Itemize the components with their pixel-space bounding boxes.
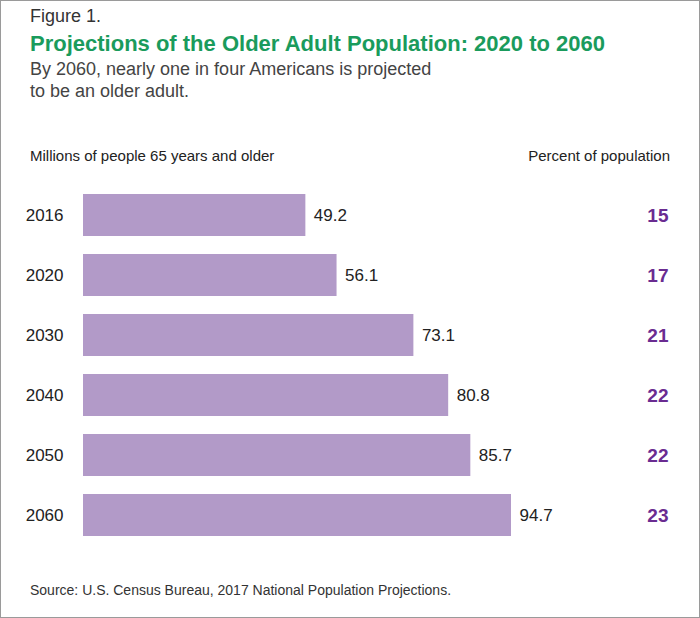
svg-text:17: 17 xyxy=(647,265,668,286)
html-text:Percent of population: Percent of population xyxy=(528,147,670,164)
svg-text:2040: 2040 xyxy=(26,386,64,405)
svg-text:22: 22 xyxy=(647,385,668,406)
html-text:Figure 1.: Figure 1. xyxy=(30,6,101,26)
html-text:Source: U.S. Census Bureau, 20: Source: U.S. Census Bureau, 2017 Nationa… xyxy=(30,582,451,598)
svg-text:2060: 2060 xyxy=(26,506,64,525)
svg-text:23: 23 xyxy=(647,505,668,526)
svg-text:2020: 2020 xyxy=(26,266,64,285)
svg-text:85.7: 85.7 xyxy=(479,446,512,465)
html-text:Millions of people 65 years an: Millions of people 65 years and older xyxy=(30,147,275,164)
svg-text:49.2: 49.2 xyxy=(314,206,347,225)
svg-text:2050: 2050 xyxy=(26,446,64,465)
svg-text:56.1: 56.1 xyxy=(345,266,378,285)
svg-text:94.7: 94.7 xyxy=(520,506,553,525)
svg-text:21: 21 xyxy=(647,325,669,346)
svg-text:22: 22 xyxy=(647,445,668,466)
html-text:By 2060, nearly one in four Am: By 2060, nearly one in four Americans is… xyxy=(30,59,432,101)
svg-text:15: 15 xyxy=(647,205,669,226)
svg-text:2016: 2016 xyxy=(26,206,64,225)
html-text:Projections of the Older Adult: Projections of the Older Adult Populatio… xyxy=(30,31,605,56)
svg-text:73.1: 73.1 xyxy=(422,326,455,345)
svg-text:80.8: 80.8 xyxy=(457,386,490,405)
svg-text:2030: 2030 xyxy=(26,326,64,345)
